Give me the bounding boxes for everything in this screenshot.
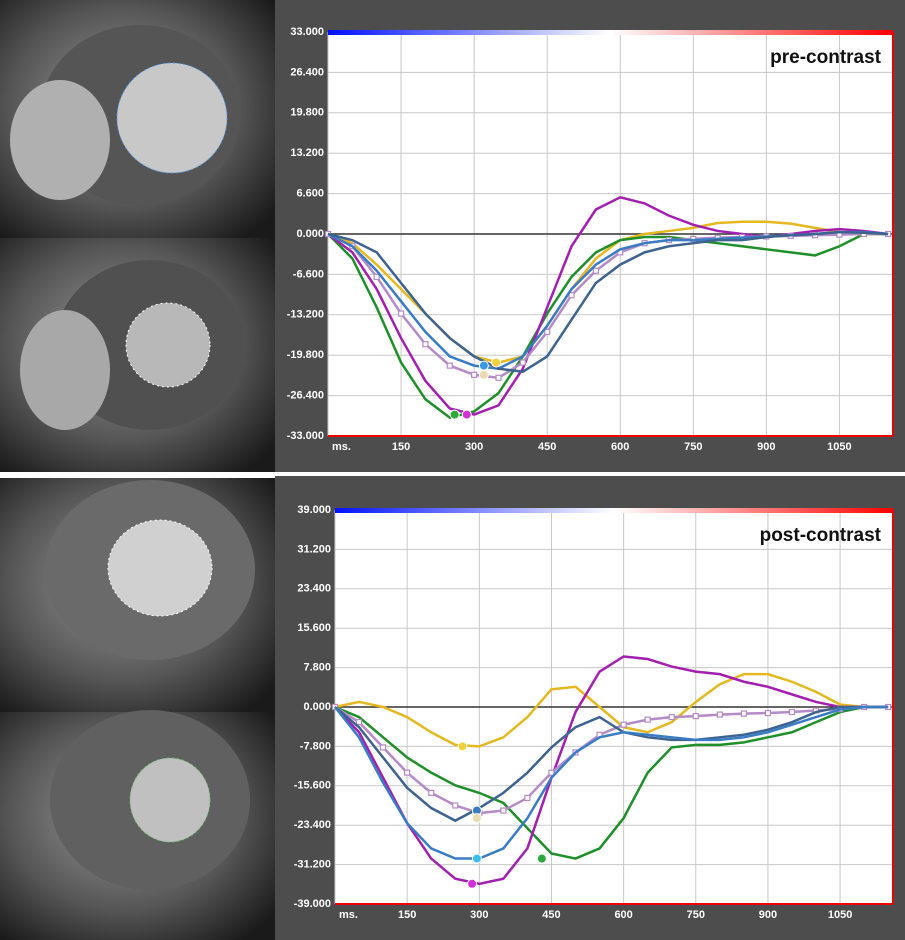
y-tick-label: -31.200	[294, 859, 331, 871]
y-tick-label: 31.200	[297, 543, 331, 555]
mri-images	[0, 0, 275, 940]
x-tick-label: 900	[757, 441, 775, 453]
x-tick-label: 1050	[827, 441, 851, 453]
x-tick-label: ms.	[332, 441, 351, 453]
x-tick-label: 1050	[828, 909, 852, 921]
annotation: post-contrast	[760, 525, 882, 546]
contour	[117, 63, 227, 173]
point-marker	[447, 363, 452, 368]
y-tick-label: 33.000	[290, 26, 324, 38]
y-tick-label: -23.400	[294, 819, 331, 831]
point-marker	[525, 795, 530, 800]
peak-marker	[479, 370, 488, 379]
color-bar	[335, 508, 893, 513]
x-tick-label: 600	[611, 441, 629, 453]
point-marker	[765, 711, 770, 716]
x-tick-label: 750	[687, 909, 705, 921]
peak-marker	[450, 410, 459, 419]
point-marker	[693, 714, 698, 719]
point-marker	[520, 360, 525, 365]
y-tick-label: 7.800	[303, 662, 331, 674]
contour	[130, 758, 210, 842]
point-marker	[669, 715, 674, 720]
point-marker	[423, 342, 428, 347]
point-marker	[593, 268, 598, 273]
peak-marker	[462, 410, 471, 419]
page: ms. 150 300 450 600 750 900 1050 33.000 26.400 19.…	[0, 0, 905, 940]
y-tick-label: -7.800	[300, 740, 331, 752]
annotation: pre-contrast	[770, 47, 882, 68]
y-tick-label: -13.200	[287, 309, 324, 321]
y-tick-label: -39.000	[294, 898, 331, 910]
y-tick-label: 26.400	[290, 66, 324, 78]
point-marker	[429, 790, 434, 795]
y-tick-label: -15.600	[294, 780, 331, 792]
point-marker	[453, 803, 458, 808]
y-tick-label: -6.600	[293, 268, 324, 280]
x-tick-label: 450	[542, 909, 560, 921]
point-marker	[381, 745, 386, 750]
x-tick-label: 300	[465, 441, 483, 453]
point-marker	[645, 717, 650, 722]
point-marker	[357, 720, 362, 725]
y-tick-label: 39.000	[297, 504, 331, 516]
y-tick-label: 6.600	[296, 188, 324, 200]
point-marker	[472, 372, 477, 377]
point-marker	[545, 329, 550, 334]
color-bar	[328, 30, 893, 35]
point-marker	[621, 722, 626, 727]
x-tick-label: 450	[538, 441, 556, 453]
peak-marker	[472, 814, 481, 823]
contour	[126, 303, 210, 387]
y-tick-label: -33.000	[287, 430, 324, 442]
y-tick-label: 23.400	[297, 583, 331, 595]
point-marker	[399, 311, 404, 316]
x-tick-label: 600	[614, 909, 632, 921]
figure: ms. 150 300 450 600 750 900 1050 33.000 26.400 19.…	[0, 0, 905, 940]
peak-marker	[458, 742, 467, 751]
peak-marker	[537, 854, 546, 863]
x-tick-label: 150	[392, 441, 410, 453]
peak-marker	[468, 879, 477, 888]
y-tick-label: 15.600	[297, 622, 331, 634]
x-tick-label: 750	[684, 441, 702, 453]
point-marker	[789, 710, 794, 715]
ventricle	[10, 80, 110, 200]
y-tick-label: 0.000	[303, 701, 331, 713]
peak-marker	[472, 854, 481, 863]
contour	[108, 520, 212, 616]
point-marker	[717, 712, 722, 717]
y-tick-label: 13.200	[290, 147, 324, 159]
point-marker	[501, 808, 506, 813]
x-tick-label: 300	[470, 909, 488, 921]
x-tick-label: 900	[759, 909, 777, 921]
peak-marker	[492, 358, 501, 367]
y-tick-label: 0.000	[296, 228, 324, 240]
x-tick-label: 150	[398, 909, 416, 921]
point-marker	[741, 711, 746, 716]
x-tick-label: ms.	[339, 909, 358, 921]
y-tick-label: -26.400	[287, 390, 324, 402]
ventricle	[20, 310, 110, 430]
y-tick-label: -19.800	[287, 349, 324, 361]
y-tick-label: 19.800	[290, 107, 324, 119]
point-marker	[496, 375, 501, 380]
peak-marker	[479, 361, 488, 370]
point-marker	[374, 274, 379, 279]
point-marker	[405, 770, 410, 775]
